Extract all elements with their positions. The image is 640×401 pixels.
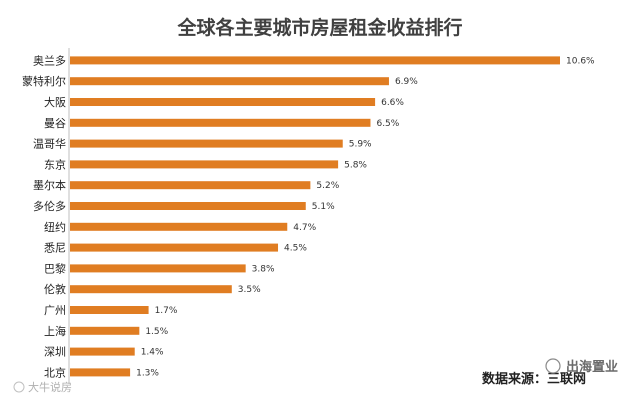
watermark-right-text: 出海置业 xyxy=(566,359,618,375)
category-label: 曼谷 xyxy=(44,117,66,130)
watermark-logo-icon xyxy=(13,381,25,393)
bar xyxy=(70,306,149,314)
category-label: 广州 xyxy=(44,304,66,317)
bar xyxy=(70,285,232,294)
bar xyxy=(70,347,135,356)
value-label: 1.5% xyxy=(145,327,168,337)
category-label: 多伦多 xyxy=(33,199,66,213)
category-label: 纽约 xyxy=(44,220,66,234)
watermark-right: 出海置业 xyxy=(545,358,618,375)
bar xyxy=(70,222,288,231)
value-label: 5.1% xyxy=(312,202,335,212)
bar xyxy=(70,368,131,377)
chart-title: 全球各主要城市房屋租金收益排行 xyxy=(176,16,462,39)
bar xyxy=(70,56,560,65)
category-label: 温哥华 xyxy=(33,137,66,151)
category-label: 悉尼 xyxy=(44,242,66,255)
category-label: 东京 xyxy=(44,157,66,171)
category-label: 伦敦 xyxy=(44,282,66,296)
bar xyxy=(70,118,371,127)
watermark-left-text: 大牛说房 xyxy=(28,380,72,394)
value-label: 6.5% xyxy=(376,119,399,129)
bar xyxy=(70,98,376,106)
value-label: 6.9% xyxy=(395,77,418,87)
bar xyxy=(70,202,306,210)
category-label: 大阪 xyxy=(44,95,66,109)
value-label: 3.8% xyxy=(252,264,275,274)
category-label: 深圳 xyxy=(44,346,66,359)
value-label: 10.6% xyxy=(566,56,595,66)
bar xyxy=(70,264,246,273)
category-label: 上海 xyxy=(44,324,66,338)
bar xyxy=(70,77,389,86)
value-label: 1.3% xyxy=(136,368,159,378)
bar xyxy=(70,181,311,190)
watermark-left: 大牛说房 xyxy=(13,380,72,394)
category-label: 巴黎 xyxy=(44,261,66,275)
value-label: 5.9% xyxy=(349,140,372,150)
bar xyxy=(70,160,339,169)
value-label: 4.7% xyxy=(293,223,316,233)
source-note: 数据来源：三联网 xyxy=(482,371,586,387)
bar xyxy=(70,139,343,148)
value-label: 6.6% xyxy=(381,98,404,108)
value-label: 3.5% xyxy=(238,285,261,295)
bars-layer: 奥兰多 10.6% 蒙特利尔 6.9% 大阪 6.6% 曼谷 6.5% 温哥华 5.9% 东京 5.8… xyxy=(22,53,595,379)
value-label: 1.4% xyxy=(141,348,164,358)
category-label: 墨尔本 xyxy=(33,178,66,192)
value-label: 1.7% xyxy=(155,306,178,316)
value-label: 5.2% xyxy=(316,181,339,191)
source-text: 数据来源：三联网 xyxy=(482,371,586,387)
category-label: 蒙特利尔 xyxy=(22,74,66,88)
value-label: 4.5% xyxy=(284,244,307,254)
category-label: 奥兰多 xyxy=(33,53,66,67)
category-label: 北京 xyxy=(44,365,66,379)
bar xyxy=(70,326,140,335)
bar xyxy=(70,243,279,252)
value-label: 5.8% xyxy=(344,160,367,170)
watermark-wechat-icon xyxy=(545,358,561,374)
